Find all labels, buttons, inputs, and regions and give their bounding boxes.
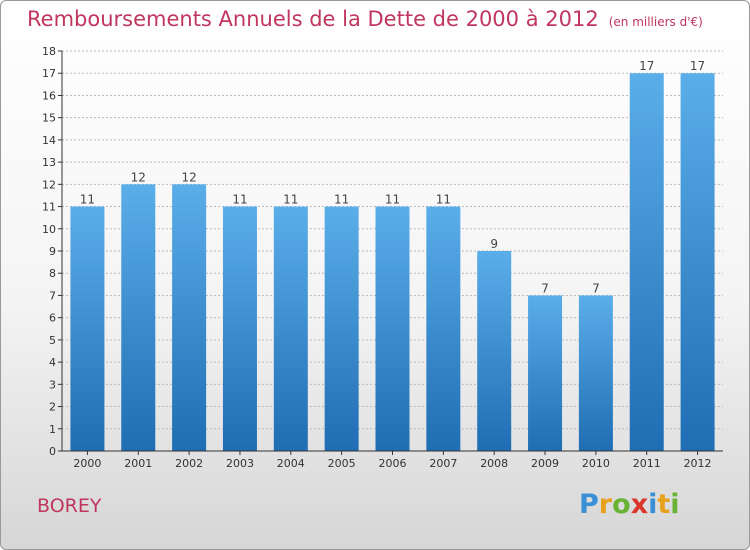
chart-subtitle: (en milliers d'€) [608, 15, 703, 29]
chart-title: Remboursements Annuels de la Dette de 20… [27, 7, 703, 31]
x-tick-label-2005: 2005 [328, 457, 356, 470]
data-label-2005: 11 [334, 193, 349, 207]
y-tick-label: 2 [49, 401, 56, 414]
y-tick-label: 14 [42, 134, 56, 147]
logo-letter: i [670, 489, 680, 520]
data-label-2002: 12 [181, 170, 196, 184]
data-label-2004: 11 [283, 193, 298, 207]
commune-name: BOREY [37, 495, 102, 517]
bars [70, 73, 715, 452]
y-tick-label: 16 [42, 89, 56, 102]
x-tick-label-2003: 2003 [226, 457, 254, 470]
data-label-2006: 11 [385, 193, 400, 207]
logo-letter: P [579, 489, 599, 520]
y-tick-label: 1 [49, 423, 56, 436]
bar-2012 [680, 73, 715, 451]
bar-2004 [273, 206, 308, 451]
proxiti-logo: Proxiti [579, 489, 680, 520]
x-tick-label-2006: 2006 [379, 457, 407, 470]
x-tick-label-2002: 2002 [175, 457, 203, 470]
bar-2002 [172, 184, 207, 452]
data-label-2007: 11 [436, 193, 451, 207]
y-tick-label: 18 [42, 45, 56, 58]
x-tick-label-2000: 2000 [73, 457, 101, 470]
y-tick-label: 3 [49, 378, 56, 391]
bar-2011 [629, 73, 664, 451]
data-label-2003: 11 [232, 193, 247, 207]
x-tick-label-2010: 2010 [582, 457, 610, 470]
y-tick-label: 17 [42, 67, 56, 80]
x-tick-label-2008: 2008 [480, 457, 508, 470]
data-label-2000: 11 [80, 193, 95, 207]
bar-2007 [426, 206, 461, 451]
bar-2008 [477, 251, 512, 451]
data-label-2011: 17 [639, 59, 654, 73]
bar-2005 [324, 206, 359, 451]
logo-letter: t [657, 489, 671, 520]
bar-2010 [578, 295, 613, 451]
logo-letter: i [648, 489, 658, 520]
y-tick-label: 4 [49, 356, 56, 369]
bar-2000 [70, 206, 105, 451]
bar-2006 [375, 206, 410, 451]
logo-letter: o [612, 489, 631, 520]
chart-title-text: Remboursements Annuels de la Dette de 20… [27, 7, 599, 31]
data-labels: 11 12 12 11 11 11 11 11 9 7 7 17 17 [80, 59, 705, 295]
x-tick-label-2004: 2004 [277, 457, 305, 470]
y-tick-label: 12 [42, 178, 56, 191]
y-tick-label: 15 [42, 112, 56, 125]
y-tick-label: 7 [49, 289, 56, 302]
logo-letter: r [598, 489, 613, 520]
data-label-2001: 12 [131, 170, 146, 184]
y-tick-label: 11 [42, 201, 56, 214]
data-label-2012: 17 [690, 59, 705, 73]
y-tick-label: 8 [49, 267, 56, 280]
y-tick-label: 13 [42, 156, 56, 169]
y-tick-label: 6 [49, 312, 56, 325]
x-tick-label-2009: 2009 [531, 457, 559, 470]
y-tick-label: 5 [49, 334, 56, 347]
x-tick-label-2012: 2012 [684, 457, 712, 470]
x-tick-label-2011: 2011 [633, 457, 661, 470]
y-tick-label: 0 [49, 445, 56, 458]
bar-2003 [222, 206, 257, 451]
y-tick-label: 10 [42, 223, 56, 236]
bar-2009 [528, 295, 563, 451]
data-label-2009: 7 [541, 281, 549, 295]
bar-2001 [121, 184, 156, 452]
data-label-2010: 7 [592, 281, 600, 295]
y-tick-label: 9 [49, 245, 56, 258]
x-tick-label-2007: 2007 [429, 457, 457, 470]
x-tick-label-2001: 2001 [124, 457, 152, 470]
data-label-2008: 9 [490, 237, 498, 251]
logo-letter: x [630, 489, 649, 520]
